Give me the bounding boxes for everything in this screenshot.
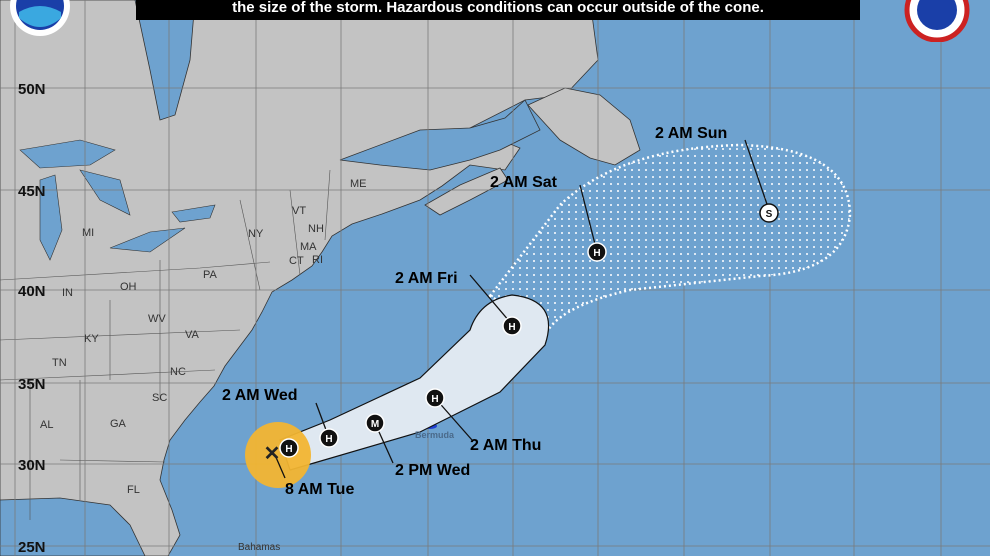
marker-circle	[759, 203, 779, 223]
state-label: AL	[40, 419, 53, 431]
state-label: MI	[82, 227, 94, 239]
state-label: VT	[292, 205, 306, 217]
latitude-label: 40N	[18, 283, 46, 300]
forecast-point-marker: H	[587, 242, 607, 262]
x-icon: ✕	[264, 443, 281, 465]
label-2am-sat: 2 AM Sat	[490, 174, 558, 191]
state-label: NH	[308, 223, 324, 235]
latitude-label: 50N	[18, 81, 46, 98]
state-label: VA	[185, 329, 200, 341]
great-lakes	[19, 139, 216, 261]
label-2am-thu: 2 AM Thu	[470, 437, 541, 454]
forecast-point-marker: M	[365, 413, 385, 433]
marker-symbol: H	[285, 444, 292, 455]
gulf-of-mexico	[0, 497, 146, 556]
latitude-label: 30N	[18, 457, 46, 474]
state-label: SC	[152, 392, 167, 404]
state-label: NC	[170, 366, 186, 378]
current-wind-field	[245, 422, 311, 488]
nova-scotia	[424, 167, 509, 216]
bermuda-label: Bermuda	[415, 430, 455, 440]
bahamas-label: Bahamas	[238, 542, 280, 553]
latitude-label: 35N	[18, 376, 46, 393]
noaa-logo	[10, 0, 70, 36]
marker-circle	[279, 438, 299, 458]
marker-circle	[587, 242, 607, 262]
label-2am-sun: 2 AM Sun	[655, 125, 727, 142]
james-bay	[134, 0, 196, 121]
state-label: TN	[52, 357, 67, 369]
forecast-point-marker: H	[279, 438, 299, 458]
nws-logo	[904, 0, 970, 42]
state-label: FL	[127, 484, 140, 496]
latitude-label: 25N	[18, 539, 46, 556]
state-label: CT	[289, 255, 304, 267]
marker-circle	[365, 413, 385, 433]
state-label: NY	[248, 228, 264, 240]
marker-symbol: H	[593, 248, 600, 259]
gulf-of-st-lawrence	[339, 99, 541, 171]
cone-days-1-3	[279, 294, 550, 471]
state-label: PA	[203, 269, 218, 281]
state-label: RI	[312, 254, 323, 266]
state-label: KY	[84, 333, 99, 345]
marker-circle	[502, 316, 522, 336]
leader-lines	[274, 139, 770, 479]
marker-symbol: H	[431, 394, 438, 405]
forecast-point-marker: S	[759, 203, 779, 223]
marker-symbol: S	[766, 209, 773, 220]
state-borders	[0, 169, 331, 520]
marker-symbol: H	[325, 434, 332, 445]
marker-symbol: M	[371, 419, 379, 430]
label-2am-fri: 2 AM Fri	[395, 270, 458, 287]
cone-disclaimer-banner: the size of the storm. Hazardous conditi…	[136, 0, 860, 20]
state-label: IN	[62, 287, 73, 299]
marker-circle	[425, 388, 445, 408]
marker-symbol: H	[508, 322, 515, 333]
label-2am-wed: 2 AM Wed	[222, 387, 298, 404]
forecast-point-marker: H	[425, 388, 445, 408]
forecast-point-marker: H	[319, 428, 339, 448]
label-8am-tue: 8 AM Tue	[285, 481, 354, 498]
state-label: ME	[350, 178, 367, 190]
state-label: MA	[300, 241, 317, 253]
newfoundland	[527, 87, 641, 166]
state-label: WV	[148, 313, 166, 325]
latitude-label: 45N	[18, 183, 46, 200]
banner-text: the size of the storm. Hazardous conditi…	[232, 0, 764, 16]
marker-circle	[319, 428, 339, 448]
state-label: GA	[110, 418, 127, 430]
state-label: OH	[120, 281, 137, 293]
forecast-point-marker: H	[502, 316, 522, 336]
cone-dot-fill	[490, 145, 850, 330]
label-2pm-wed: 2 PM Wed	[395, 462, 470, 479]
